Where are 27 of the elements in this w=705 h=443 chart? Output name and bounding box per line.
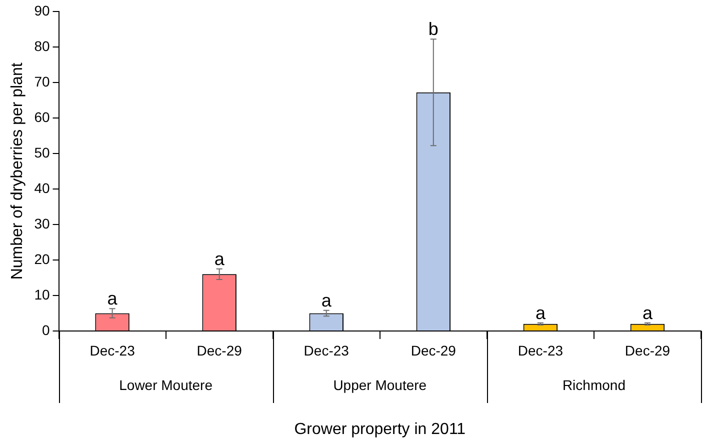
x-axis-title: Grower property in 2011 [294,420,466,438]
text: Richmond [562,376,626,393]
y-tick-label: 90 [34,2,50,18]
data-label: a [214,248,226,269]
x-tick-label: Dec-23 [304,342,350,358]
x-tick-label: Dec-23 [90,342,136,358]
data-label: b [428,19,438,40]
y-tick-label: 0 [42,322,50,338]
x-tick-label: Dec-23 [518,342,564,358]
data-label: a [321,290,332,310]
y-tick-label: 70 [34,73,50,90]
data-label: a [107,288,118,309]
data-label: a [642,302,654,323]
x-tick-label: Dec-29 [410,342,456,358]
data-label: a [535,302,546,323]
x-tick-label: Dec-29 [624,342,670,358]
y-tick-label: 80 [34,38,50,54]
y-tick-label: 60 [34,108,50,125]
y-tick-label: 10 [34,286,50,302]
y-tick-label: 30 [34,215,50,232]
y-tick-label: 20 [34,250,50,267]
text: Upper Moutere [333,376,427,393]
y-axis-title: Number of dryberries per plant [9,62,26,280]
x-tick-label: Dec-29 [196,342,242,358]
y-tick-label: 50 [34,144,50,160]
y-tick-label: 40 [34,180,50,196]
text: Lower Moutere [119,376,213,393]
